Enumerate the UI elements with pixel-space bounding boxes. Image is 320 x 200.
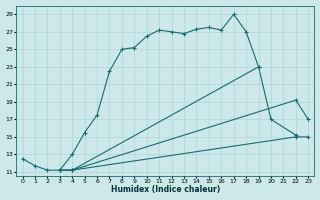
X-axis label: Humidex (Indice chaleur): Humidex (Indice chaleur)	[111, 185, 220, 194]
